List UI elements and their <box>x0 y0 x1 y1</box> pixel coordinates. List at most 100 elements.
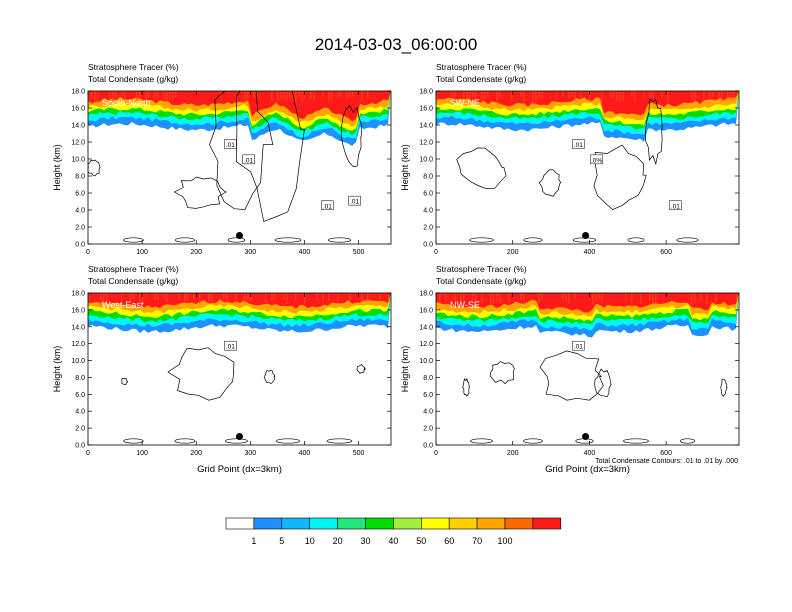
tracer-streak <box>625 293 627 301</box>
tracer-streak <box>706 293 708 304</box>
surface-contour <box>469 237 494 243</box>
contour-label-text: .01 <box>323 203 332 210</box>
tracer-streak <box>106 293 108 303</box>
tracer-streak <box>487 91 489 98</box>
tracer-streak <box>508 293 510 303</box>
y-tick-label: 2.0 <box>423 426 433 433</box>
tracer-streak <box>139 91 141 99</box>
tracer-streak <box>592 293 594 305</box>
y-tick-label: 4.0 <box>75 409 85 416</box>
location-marker <box>236 433 243 441</box>
subtitle-condensate: Total Condensate (g/kg) <box>436 74 526 84</box>
condensate-contour <box>173 176 228 209</box>
y-tick-label: 8.0 <box>75 174 85 181</box>
tracer-streak <box>388 293 390 302</box>
contour-label-box <box>572 139 585 149</box>
x-tick-label: 400 <box>584 249 596 256</box>
colorbar-swatch <box>337 517 366 530</box>
tracer-streak <box>295 293 297 302</box>
x-tick-label: 300 <box>244 249 256 256</box>
tracer-streak <box>589 91 591 102</box>
tracer-streak <box>490 293 492 305</box>
y-tick-label: 8.0 <box>75 375 85 382</box>
panel-name: SW-NE <box>450 98 480 108</box>
condensate-contour <box>456 147 507 189</box>
tracer-streak <box>466 91 468 100</box>
condensate-contour <box>121 377 128 385</box>
tracer-streak <box>103 293 105 302</box>
tracer-streak <box>283 293 285 300</box>
tracer-streak <box>337 293 339 302</box>
tracer-streak <box>379 293 381 301</box>
panel-name: South-North <box>102 98 151 108</box>
colorbar-label: 40 <box>388 536 398 546</box>
tracer-streak <box>337 91 339 98</box>
tracer-streak <box>532 91 534 103</box>
subtitle-condensate: Total Condensate (g/kg) <box>436 276 526 286</box>
condensate-contour <box>235 91 305 222</box>
tracer-streak <box>250 293 252 302</box>
condensate-contour <box>594 368 612 398</box>
colorbar-swatch <box>448 517 478 530</box>
tracer-streak <box>520 293 522 301</box>
tracer-streak <box>124 91 126 99</box>
tracer-streak <box>601 293 603 302</box>
surface-contour <box>627 237 645 243</box>
tracer-streak <box>568 293 570 304</box>
tracer-streak <box>568 91 570 98</box>
condensate-contour <box>539 350 604 401</box>
tracer-streak <box>454 91 456 103</box>
x-tick-label: 400 <box>584 450 596 457</box>
tracer-streak <box>271 91 273 101</box>
x-tick-label: 0 <box>86 249 90 256</box>
tracer-streak <box>163 293 165 300</box>
y-tick-label: 18.0 <box>419 291 433 298</box>
plot-area: .01 <box>88 293 391 445</box>
y-tick-label: 8.0 <box>423 375 433 382</box>
tracer-streak <box>613 91 615 99</box>
tracer-streak <box>520 91 522 98</box>
tracer-streak <box>301 91 303 103</box>
y-tick-label: 4.0 <box>75 208 85 215</box>
contour-label-box <box>224 139 237 149</box>
colorbar-label: 100 <box>497 536 512 546</box>
surface-contour <box>326 438 353 444</box>
tracer-streak <box>499 91 501 98</box>
x-tick-label: 500 <box>353 450 365 457</box>
tracer-streak <box>292 91 294 102</box>
condensate-contour <box>340 105 363 168</box>
tracer-streak <box>652 91 654 99</box>
tracer-streak <box>175 91 177 98</box>
tracer-streak <box>322 91 324 98</box>
tracer-streak <box>730 91 732 101</box>
tracer-streak <box>523 91 525 103</box>
tracer-streak <box>166 91 168 102</box>
contour-label: .01 <box>224 340 237 351</box>
y-tick-label: 16.0 <box>419 106 433 113</box>
y-tick-label: 10.0 <box>71 157 85 164</box>
tracer-streak <box>166 293 168 304</box>
y-axis-label: Height (km) <box>52 144 62 191</box>
y-tick-label: 16.0 <box>71 307 85 314</box>
surface-contour <box>523 438 543 444</box>
tracer-streak <box>496 91 498 102</box>
tracer-streak <box>223 293 225 300</box>
tracer-streak <box>649 293 651 302</box>
tracer-streak <box>541 91 543 101</box>
y-tick-label: 18.0 <box>419 89 433 96</box>
tracer-streak <box>652 293 654 304</box>
y-tick-label: 10.0 <box>419 157 433 164</box>
contour-label: .01 <box>321 200 334 210</box>
condensate-contour <box>263 369 276 385</box>
tracer-streak <box>481 91 483 103</box>
tracer-streak <box>328 91 330 102</box>
tracer-streak <box>451 91 453 100</box>
tracer-streak <box>244 91 246 102</box>
y-tick-label: 14.0 <box>71 324 85 331</box>
location-marker <box>582 232 590 239</box>
tracer-streak <box>580 91 582 99</box>
x-axis-label: Grid Point (dx=3km) <box>197 464 282 475</box>
y-tick-label: 12.0 <box>71 140 85 147</box>
colorbar-swatch <box>365 517 394 530</box>
y-tick-label: 10.0 <box>71 358 85 365</box>
